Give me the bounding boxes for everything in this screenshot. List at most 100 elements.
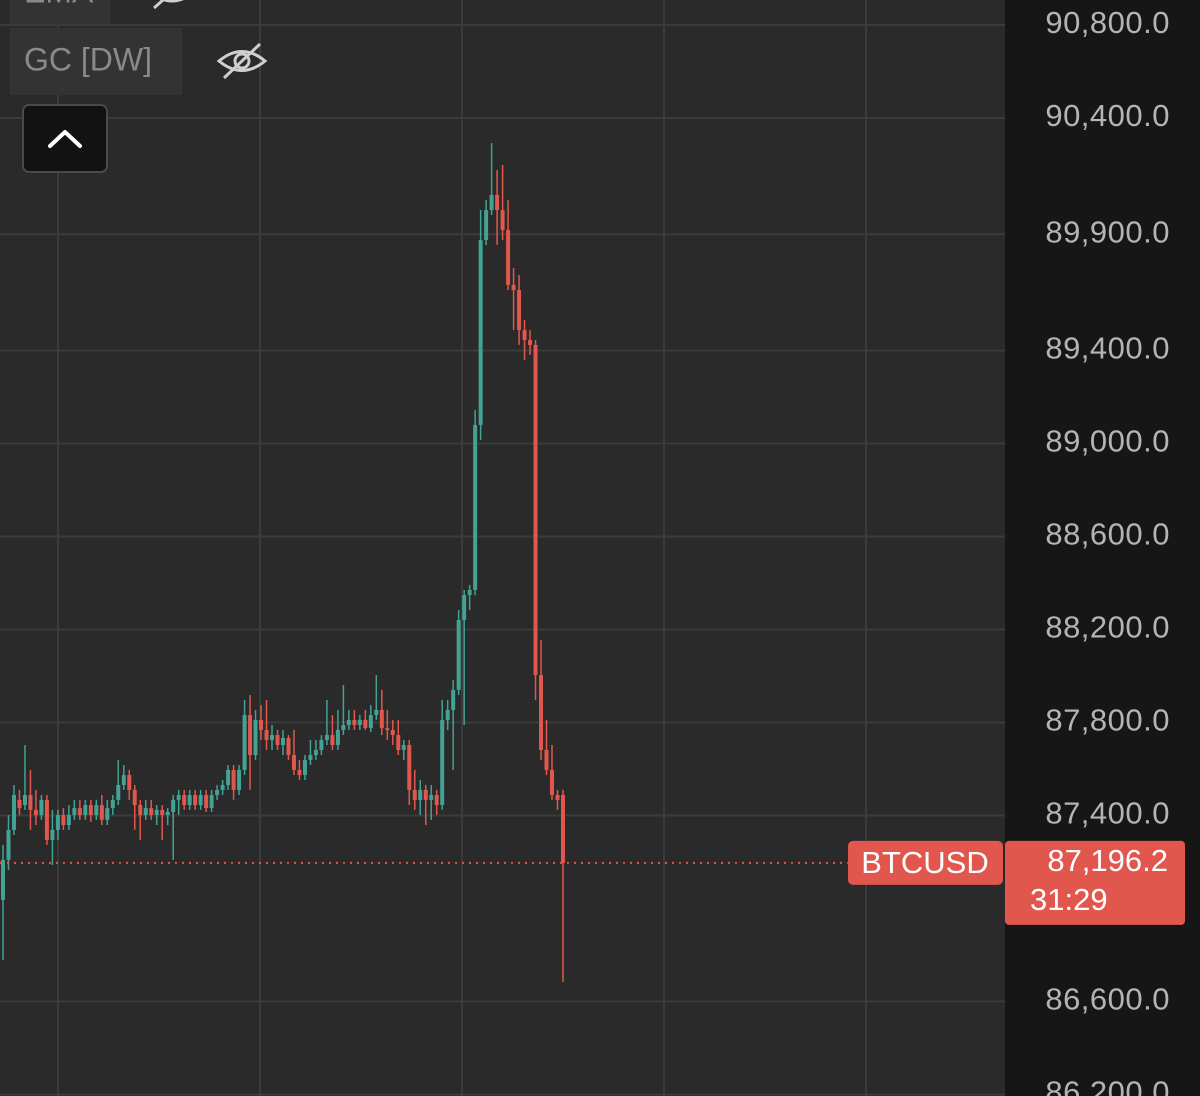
candle-body [302, 759, 307, 776]
candle-body [83, 805, 88, 816]
candle-body [17, 799, 22, 809]
collapse-button[interactable] [22, 104, 108, 173]
candle-body [522, 330, 527, 341]
candle-body [495, 194, 500, 211]
candle-body [352, 719, 357, 726]
candle-body [544, 749, 549, 770]
candle-body [539, 675, 544, 750]
candle-body [176, 795, 181, 800]
visibility-icon[interactable] [150, 0, 194, 10]
candle-body [286, 738, 291, 756]
candle-body [280, 738, 285, 746]
candle-body [374, 709, 379, 716]
candle-body [88, 805, 93, 816]
candle-body [154, 809, 159, 816]
candle-body [187, 795, 192, 806]
candle-body [434, 795, 439, 806]
candle-body [193, 795, 198, 806]
collapse-icon [48, 130, 82, 148]
candle-body [500, 210, 505, 231]
candle-body [489, 194, 494, 211]
candle-body [473, 424, 478, 590]
candle-body [511, 284, 516, 291]
candle-body [550, 769, 554, 796]
candle-body [1, 859, 5, 900]
candle-body [72, 808, 77, 816]
candle-body [264, 729, 269, 740]
candle-body [39, 799, 44, 816]
y-tick-label: 87,800.0 [1045, 703, 1170, 738]
candle-body [555, 795, 560, 800]
candle-body [149, 808, 154, 816]
candle-body [160, 809, 165, 816]
candle-body [143, 808, 148, 816]
visibility-icon[interactable] [216, 42, 268, 80]
candle-body [209, 795, 214, 809]
candle-body [11, 795, 16, 830]
candle-body [407, 745, 412, 790]
y-tick-label: 88,200.0 [1045, 610, 1170, 645]
y-tick-label: 86,200.0 [1045, 1075, 1170, 1096]
y-tick-label: 89,000.0 [1045, 424, 1170, 459]
indicator-label: EMA [24, 0, 94, 9]
candle-body [313, 749, 318, 756]
candle-body [182, 795, 187, 806]
candle-body [291, 755, 296, 770]
indicator-chip[interactable] [10, 28, 182, 95]
candle-body [363, 719, 368, 729]
candle-body [226, 769, 231, 786]
candle-body [121, 775, 126, 786]
y-tick-label: 89,900.0 [1045, 214, 1170, 249]
candle-body [28, 795, 33, 810]
candle-body [368, 715, 373, 729]
candle-body [451, 689, 456, 710]
candle-body [270, 735, 275, 740]
candle-body [456, 619, 461, 690]
candle-body [484, 210, 489, 241]
candle-body [335, 729, 340, 746]
candle-body [275, 735, 280, 746]
candle-body [204, 795, 209, 809]
y-tick-label: 88,600.0 [1045, 517, 1170, 552]
candle-body [132, 789, 137, 806]
candle-body [429, 795, 434, 800]
candle-body [248, 715, 253, 756]
candle-body [517, 290, 522, 331]
candle-body [127, 775, 132, 790]
candle-body [110, 799, 115, 809]
candle-body [396, 735, 401, 750]
symbol-tag [848, 840, 1003, 885]
y-tick-label: 89,400.0 [1045, 331, 1170, 366]
candle-body [77, 808, 82, 816]
countdown-label: 31:29 [1030, 882, 1108, 917]
candle-body [138, 805, 143, 816]
candle-body [341, 725, 346, 730]
candle-body [462, 595, 467, 620]
candle-body [94, 805, 99, 816]
candle-body [379, 709, 384, 729]
candle-body [533, 344, 538, 676]
candle-body [330, 735, 335, 746]
candle-body [412, 789, 417, 800]
time-grid [57, 0, 867, 1096]
y-tick-label: 90,400.0 [1045, 98, 1170, 133]
candle-body [385, 728, 390, 730]
candle-body [44, 799, 49, 840]
candle-body [22, 795, 27, 806]
price-tag-label: 87,196.2 [1047, 843, 1168, 878]
candle-body [242, 715, 247, 770]
candle-body [560, 795, 565, 863]
indicator-chip[interactable] [10, 0, 110, 24]
candle-body [390, 729, 395, 736]
indicator-label: GC [DW] [24, 41, 152, 77]
candle-body [66, 815, 71, 826]
candle-body [198, 795, 203, 806]
candle-body [55, 815, 60, 830]
candle-body [467, 589, 472, 596]
candle-body [50, 829, 55, 840]
candle-body [478, 240, 483, 425]
candle-body [528, 340, 533, 345]
y-tick-label: 90,800.0 [1045, 5, 1170, 40]
candle-body [506, 230, 511, 285]
